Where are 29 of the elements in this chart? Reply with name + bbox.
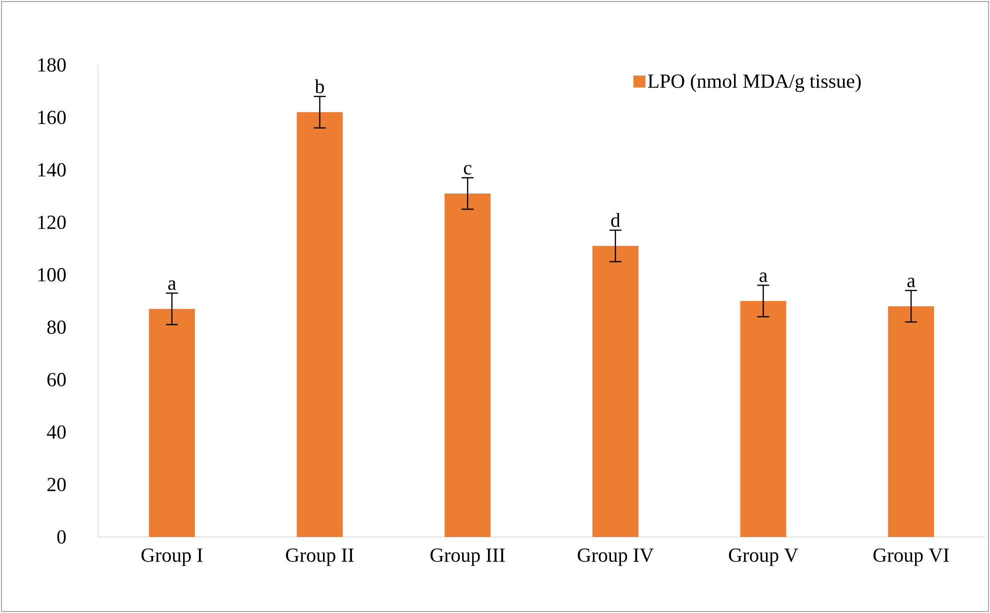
y-tick-label: 80	[47, 320, 66, 334]
x-tick-label: Group III	[430, 548, 505, 566]
y-tick-label: 140	[38, 163, 66, 177]
annotation: c	[464, 164, 472, 175]
annotation: d	[611, 212, 620, 227]
bar	[296, 112, 343, 537]
bar	[740, 300, 786, 537]
y-tick-label: 20	[47, 478, 66, 492]
annotation: b	[314, 79, 324, 94]
y-tick-label: 0	[57, 530, 66, 544]
x-tick-label: Group VI	[873, 548, 949, 566]
x-tick-label: Group IV	[578, 548, 654, 566]
annotation: a	[760, 272, 768, 282]
y-tick-label: 120	[38, 216, 66, 230]
x-tick-label: Group I	[141, 548, 202, 566]
bar	[148, 308, 195, 537]
y-tick-label: 40	[46, 425, 66, 439]
bar	[888, 306, 934, 537]
x-tick-label: Group II	[286, 548, 354, 566]
y-tick-label: 100	[38, 268, 66, 282]
bar	[592, 246, 638, 537]
y-tick-label: 180	[38, 58, 66, 72]
annotation: a	[168, 280, 176, 290]
x-tick-label: Group V	[728, 548, 798, 566]
legend-label: LPO (nmol MDA/g tissue)	[648, 74, 861, 92]
annotation: a	[907, 278, 916, 288]
y-tick-label: 160	[38, 110, 66, 124]
y-tick-label: 60	[47, 372, 66, 386]
bar	[444, 193, 491, 537]
